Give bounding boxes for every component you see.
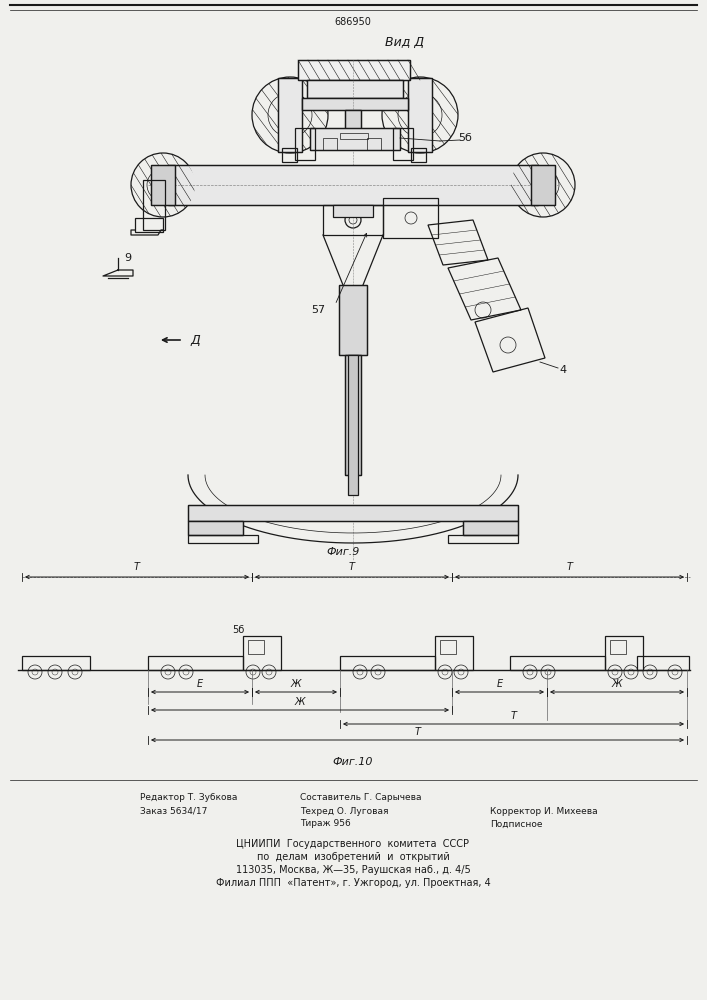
Bar: [510, 656, 605, 670]
Text: 9: 9: [124, 253, 132, 263]
Bar: [463, 521, 518, 535]
Text: ЦНИИПИ  Государственного  комитета  СССР: ЦНИИПИ Государственного комитета СССР: [237, 839, 469, 849]
Bar: [310, 128, 400, 150]
Bar: [307, 80, 403, 98]
Bar: [302, 98, 408, 110]
Bar: [168, 165, 538, 205]
Bar: [463, 521, 518, 535]
Text: Фиг.9: Фиг.9: [327, 547, 360, 557]
Text: 4: 4: [559, 365, 566, 375]
Bar: [408, 78, 432, 152]
Bar: [248, 640, 264, 654]
Bar: [348, 355, 358, 495]
Bar: [298, 60, 410, 80]
Bar: [345, 110, 361, 138]
Text: 113035, Москва, Ж—35, Раушская наб., д. 4/5: 113035, Москва, Ж—35, Раушская наб., д. …: [235, 865, 470, 875]
Text: E: E: [197, 679, 203, 689]
Bar: [143, 180, 165, 230]
Bar: [440, 640, 456, 654]
Text: Подписное: Подписное: [490, 820, 542, 828]
Text: 5б: 5б: [458, 133, 472, 143]
Bar: [339, 285, 367, 355]
Bar: [135, 218, 163, 232]
Bar: [282, 148, 297, 162]
Text: 686950: 686950: [334, 17, 371, 27]
Bar: [278, 78, 302, 152]
Text: Филиал ППП  «Патент», г. Ужгород, ул. Проектная, 4: Филиал ППП «Патент», г. Ужгород, ул. Про…: [216, 878, 491, 888]
Text: T: T: [414, 727, 421, 737]
Text: T: T: [566, 562, 573, 572]
Bar: [298, 60, 410, 80]
Bar: [151, 165, 175, 205]
Text: Ж: Ж: [612, 679, 622, 689]
Text: по  делам  изобретений  и  открытий: по делам изобретений и открытий: [257, 852, 450, 862]
Bar: [411, 148, 426, 162]
Text: T: T: [349, 562, 355, 572]
Text: Ж: Ж: [295, 697, 305, 707]
Bar: [295, 128, 315, 160]
Text: Вид Д: Вид Д: [385, 35, 425, 48]
Bar: [188, 521, 243, 535]
Text: E: E: [496, 679, 503, 689]
Bar: [188, 535, 258, 543]
Bar: [323, 205, 383, 235]
Bar: [168, 165, 538, 205]
Bar: [340, 656, 435, 670]
Bar: [367, 138, 381, 150]
Bar: [637, 656, 689, 670]
Bar: [340, 133, 368, 139]
Bar: [188, 505, 518, 521]
Bar: [148, 656, 243, 670]
Text: T: T: [510, 711, 517, 721]
Bar: [188, 521, 243, 535]
Bar: [302, 98, 408, 110]
Bar: [408, 78, 432, 152]
Text: Редактор Т. Зубкова: Редактор Т. Зубкова: [140, 794, 238, 802]
Text: Корректор И. Михеева: Корректор И. Михеева: [490, 806, 597, 816]
Bar: [307, 80, 403, 98]
Bar: [323, 138, 337, 150]
Bar: [310, 128, 400, 150]
Bar: [22, 656, 90, 670]
Text: Техред О. Луговая: Техред О. Луговая: [300, 806, 389, 816]
Bar: [605, 636, 643, 670]
Bar: [435, 636, 473, 670]
Bar: [393, 128, 413, 160]
Bar: [383, 198, 438, 238]
Text: Составитель Г. Сарычева: Составитель Г. Сарычева: [300, 794, 421, 802]
Text: Д: Д: [190, 334, 200, 347]
Bar: [345, 110, 361, 138]
Text: Ж: Ж: [291, 679, 301, 689]
Text: Фиг.10: Фиг.10: [333, 757, 373, 767]
Text: 57: 57: [311, 305, 325, 315]
Text: 5б: 5б: [232, 625, 244, 635]
Text: Заказ 5634/17: Заказ 5634/17: [140, 806, 207, 816]
Bar: [531, 165, 555, 205]
Bar: [531, 165, 555, 205]
Bar: [345, 355, 361, 475]
Bar: [243, 636, 281, 670]
Bar: [610, 640, 626, 654]
Bar: [448, 535, 518, 543]
Text: Тираж 956: Тираж 956: [300, 820, 351, 828]
Bar: [333, 205, 373, 217]
Bar: [278, 78, 302, 152]
Bar: [151, 165, 175, 205]
Bar: [339, 285, 367, 355]
Bar: [188, 505, 518, 521]
Bar: [345, 355, 361, 475]
Text: T: T: [134, 562, 140, 572]
